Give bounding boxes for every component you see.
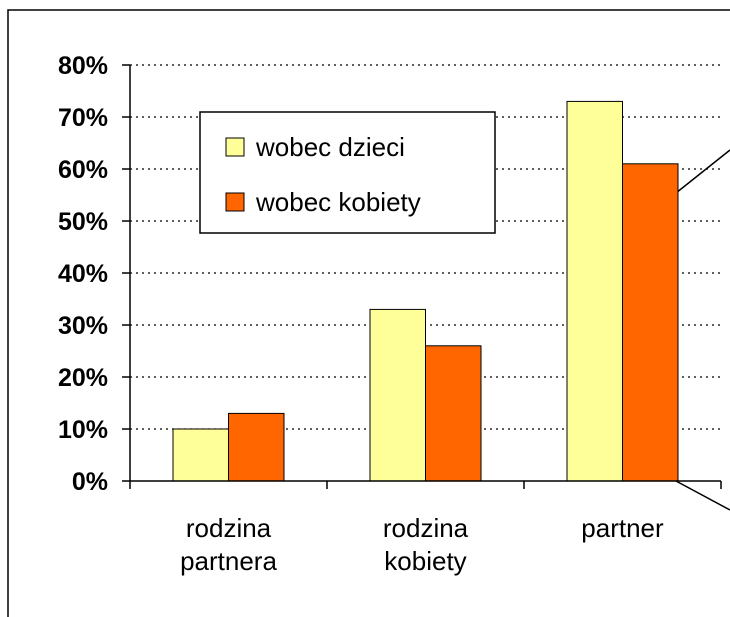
bar [228,412,285,482]
bar [369,308,426,482]
y-tick-label: 30% [58,312,108,340]
x-tick-label: rodzina partnera [180,513,277,576]
bar [622,163,679,482]
y-tick-label: 80% [58,52,108,80]
legend-label: wobec kobiety [255,187,421,217]
leader-line [675,480,730,511]
y-tick-label: 70% [58,104,108,132]
bar [172,428,229,482]
x-tick-label: partner [581,513,664,543]
legend-box [199,111,496,234]
y-tick-label: 0% [72,468,108,496]
y-tick-label: 40% [58,260,108,288]
y-tick-label: 60% [58,156,108,184]
legend-swatch [225,137,245,157]
legend-label: wobec dzieci [255,132,405,162]
frame [7,9,730,617]
leader-line [675,149,730,194]
legend-swatch [225,192,245,212]
legend: wobec dzieci wobec kobiety [199,111,496,234]
x-tick-label: rodzina kobiety [382,513,469,576]
bar [425,345,482,482]
y-tick-label: 10% [58,416,108,444]
y-tick-label: 50% [58,208,108,236]
bar [566,100,623,482]
y-tick-label: 20% [58,364,108,392]
